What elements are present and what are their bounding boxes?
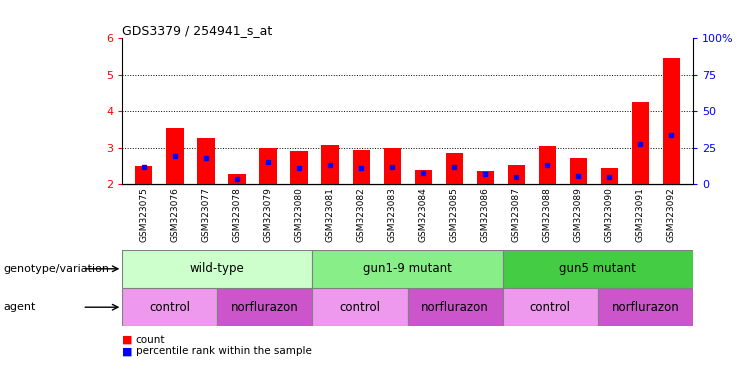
Bar [502,288,598,326]
Text: GSM323076: GSM323076 [170,188,179,242]
Text: GSM323080: GSM323080 [294,188,304,242]
Bar [353,151,370,184]
Text: genotype/variation: genotype/variation [4,264,110,274]
Text: agent: agent [4,302,36,312]
Text: control: control [150,301,190,314]
Text: norflurazon: norflurazon [611,301,679,314]
Text: control: control [339,301,380,314]
Bar [122,250,313,288]
Text: GSM323086: GSM323086 [481,188,490,242]
Text: GSM323083: GSM323083 [388,188,396,242]
Bar [228,174,245,184]
Bar [476,171,494,184]
Bar [313,250,502,288]
Bar [502,250,693,288]
Bar [217,288,313,326]
Bar [136,166,153,184]
Text: GSM323092: GSM323092 [667,188,676,242]
Text: GSM323085: GSM323085 [450,188,459,242]
Text: control: control [530,301,571,314]
Text: GSM323087: GSM323087 [511,188,521,242]
Text: GSM323078: GSM323078 [233,188,242,242]
Bar [322,145,339,184]
Bar [601,168,618,184]
Text: GSM323077: GSM323077 [202,188,210,242]
Text: ■: ■ [122,335,133,345]
Bar [290,152,308,184]
Text: norflurazon: norflurazon [421,301,489,314]
Text: wild-type: wild-type [190,262,245,275]
Text: gun5 mutant: gun5 mutant [559,262,637,275]
Text: norflurazon: norflurazon [231,301,299,314]
Text: count: count [136,335,165,345]
Bar [662,58,679,184]
Bar [631,101,648,184]
Bar [539,146,556,184]
Text: GSM323089: GSM323089 [574,188,582,242]
Text: GSM323090: GSM323090 [605,188,614,242]
Text: GSM323075: GSM323075 [139,188,148,242]
Bar [570,158,587,184]
Text: percentile rank within the sample: percentile rank within the sample [136,346,311,356]
Text: gun1-9 mutant: gun1-9 mutant [363,262,452,275]
Text: GSM323082: GSM323082 [356,188,365,242]
Text: GDS3379 / 254941_s_at: GDS3379 / 254941_s_at [122,24,273,37]
Bar [384,148,401,184]
Bar [508,166,525,184]
Text: ■: ■ [122,346,133,356]
Bar [122,288,217,326]
Bar [445,153,462,184]
Bar [598,288,693,326]
Text: GSM323084: GSM323084 [419,188,428,242]
Text: GSM323079: GSM323079 [264,188,273,242]
Text: GSM323088: GSM323088 [542,188,551,242]
Bar [259,148,276,184]
Bar [313,288,408,326]
Text: GSM323091: GSM323091 [636,188,645,242]
Text: GSM323081: GSM323081 [325,188,334,242]
Bar [167,128,184,184]
Bar [408,288,502,326]
Bar [414,170,431,184]
Bar [197,137,214,184]
